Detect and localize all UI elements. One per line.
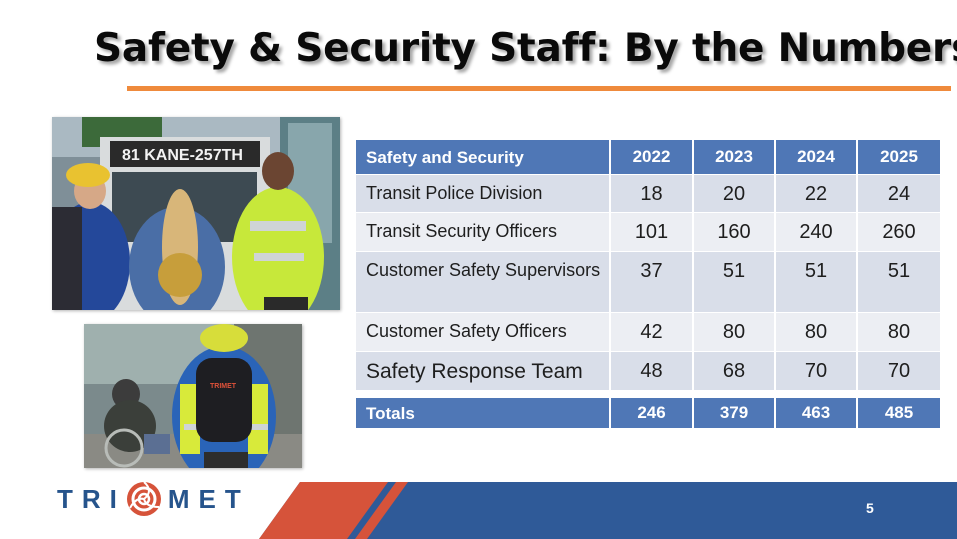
row-value: 160 xyxy=(694,213,776,251)
table-totals-row: Totals 246 379 463 485 xyxy=(356,398,940,428)
row-value: 240 xyxy=(776,213,858,251)
row-value: 68 xyxy=(694,352,776,390)
table-row: Safety Response Team 48 68 70 70 xyxy=(356,352,940,390)
row-value: 101 xyxy=(611,213,694,251)
totals-value: 485 xyxy=(858,398,940,428)
table-row: Customer Safety Supervisors 37 51 51 51 xyxy=(356,252,940,312)
table-row: Transit Security Officers 101 160 240 26… xyxy=(356,213,940,251)
row-value: 70 xyxy=(776,352,858,390)
trimet-logo: TRI MET xyxy=(57,480,250,518)
row-value: 80 xyxy=(776,313,858,351)
trimet-swirl-icon xyxy=(126,481,161,516)
backpack-logo: TRIMET xyxy=(210,383,237,390)
row-value: 70 xyxy=(858,352,940,390)
row-label: Customer Safety Officers xyxy=(356,313,611,351)
table-header-year: 2024 xyxy=(776,140,858,174)
table-row: Customer Safety Officers 42 80 80 80 xyxy=(356,313,940,351)
row-value: 24 xyxy=(858,175,940,212)
row-label: Safety Response Team xyxy=(356,352,611,390)
table-header-year: 2023 xyxy=(694,140,776,174)
logo-text-met: MET xyxy=(167,483,250,514)
slide-title: Safety & Security Staff: By the Numbers xyxy=(94,26,957,71)
row-value: 37 xyxy=(611,252,694,312)
row-value: 260 xyxy=(858,213,940,251)
row-value: 51 xyxy=(694,252,776,312)
table-header-year: 2022 xyxy=(611,140,694,174)
totals-value: 379 xyxy=(694,398,776,428)
table-row: Transit Police Division 18 20 22 24 xyxy=(356,175,940,212)
row-value: 51 xyxy=(858,252,940,312)
bus-destination-sign: 81 KANE-257TH xyxy=(122,147,243,164)
photo-officer-and-wheelchair-user: TRIMET xyxy=(84,324,302,468)
table-header-row: Safety and Security 2022 2023 2024 2025 xyxy=(356,140,940,174)
title-underline xyxy=(127,86,951,91)
row-value: 42 xyxy=(611,313,694,351)
table-header-year: 2025 xyxy=(858,140,940,174)
logo-text-tri: TRI xyxy=(57,483,126,514)
row-label: Customer Safety Supervisors xyxy=(356,252,611,312)
totals-label: Totals xyxy=(356,398,611,428)
table-header-label: Safety and Security xyxy=(356,140,611,174)
row-value: 80 xyxy=(858,313,940,351)
page-number: 5 xyxy=(866,500,874,516)
row-value: 48 xyxy=(611,352,694,390)
row-label: Transit Police Division xyxy=(356,175,611,212)
row-value: 22 xyxy=(776,175,858,212)
photo-officers-with-riders: 81 KANE-257TH xyxy=(52,117,340,310)
footer-band xyxy=(259,482,957,539)
row-value: 20 xyxy=(694,175,776,212)
row-value: 51 xyxy=(776,252,858,312)
totals-value: 463 xyxy=(776,398,858,428)
row-label: Transit Security Officers xyxy=(356,213,611,251)
row-value: 80 xyxy=(694,313,776,351)
row-value: 18 xyxy=(611,175,694,212)
totals-value: 246 xyxy=(611,398,694,428)
